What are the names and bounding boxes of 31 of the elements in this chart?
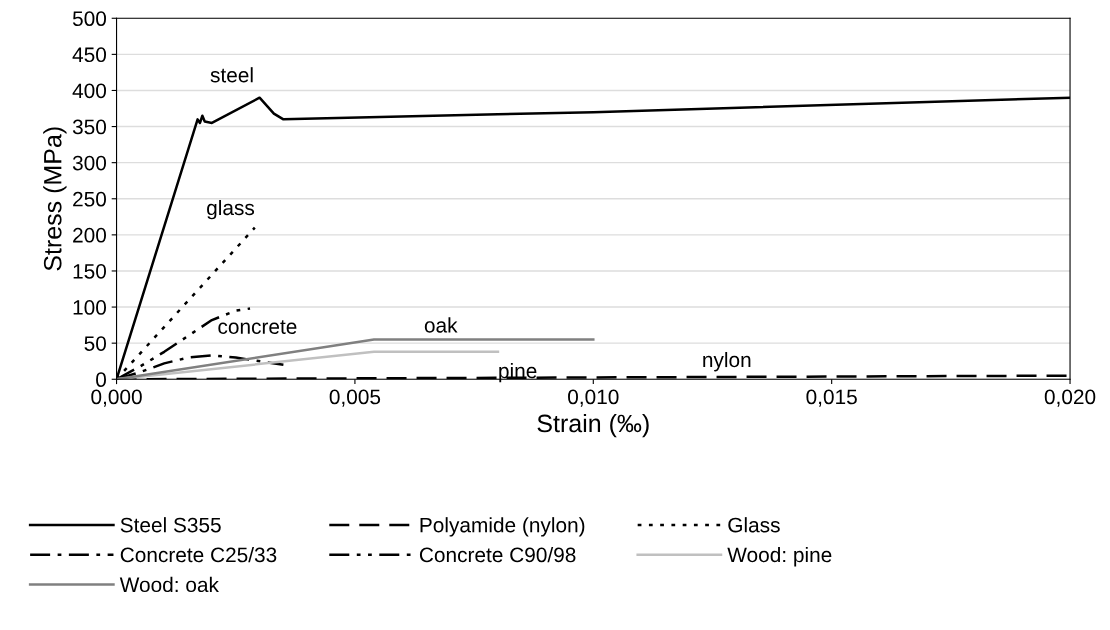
x-tick-label: 0,010: [568, 389, 619, 407]
x-tick-label: 0,020: [1044, 389, 1096, 407]
y-axis-title: Stress (MPa): [43, 127, 67, 271]
annotation: oak: [424, 317, 458, 333]
annotation: nylon: [703, 351, 751, 372]
legend-label: Concrete C25/33: [120, 546, 277, 563]
x-tick-label: 0,000: [91, 389, 142, 407]
y-tick-label: 350: [72, 119, 107, 135]
y-tick-label: 250: [73, 191, 107, 207]
x-axis-title: Strain (‰): [537, 413, 649, 438]
legend-label: Concrete C90/98: [419, 546, 576, 563]
annotation: concrete: [218, 320, 297, 334]
x-tick-label: 0,015: [806, 389, 857, 407]
legend-label: Wood: pine: [727, 546, 832, 567]
legend-label: Steel S355: [120, 517, 221, 533]
annotation: steel: [210, 67, 253, 83]
y-tick-label: 50: [84, 336, 107, 351]
y-tick-label: 450: [72, 47, 107, 63]
y-tick-label: 200: [73, 227, 107, 243]
y-tick-label: 400: [72, 83, 107, 99]
legend-label: Wood: oak: [119, 576, 219, 593]
y-tick-label: 100: [73, 300, 107, 315]
y-tick-label: 300: [72, 155, 107, 171]
legend-label: Polyamide (nylon): [420, 517, 585, 537]
annotation: pine: [499, 362, 537, 383]
y-tick-label: 150: [73, 263, 107, 279]
y-tick-label: 500: [72, 11, 107, 27]
annotation: glass: [207, 199, 255, 220]
y-tick-label: 0: [96, 372, 107, 388]
legend-label: Glass: [728, 517, 780, 533]
x-tick-label: 0,005: [329, 389, 381, 407]
